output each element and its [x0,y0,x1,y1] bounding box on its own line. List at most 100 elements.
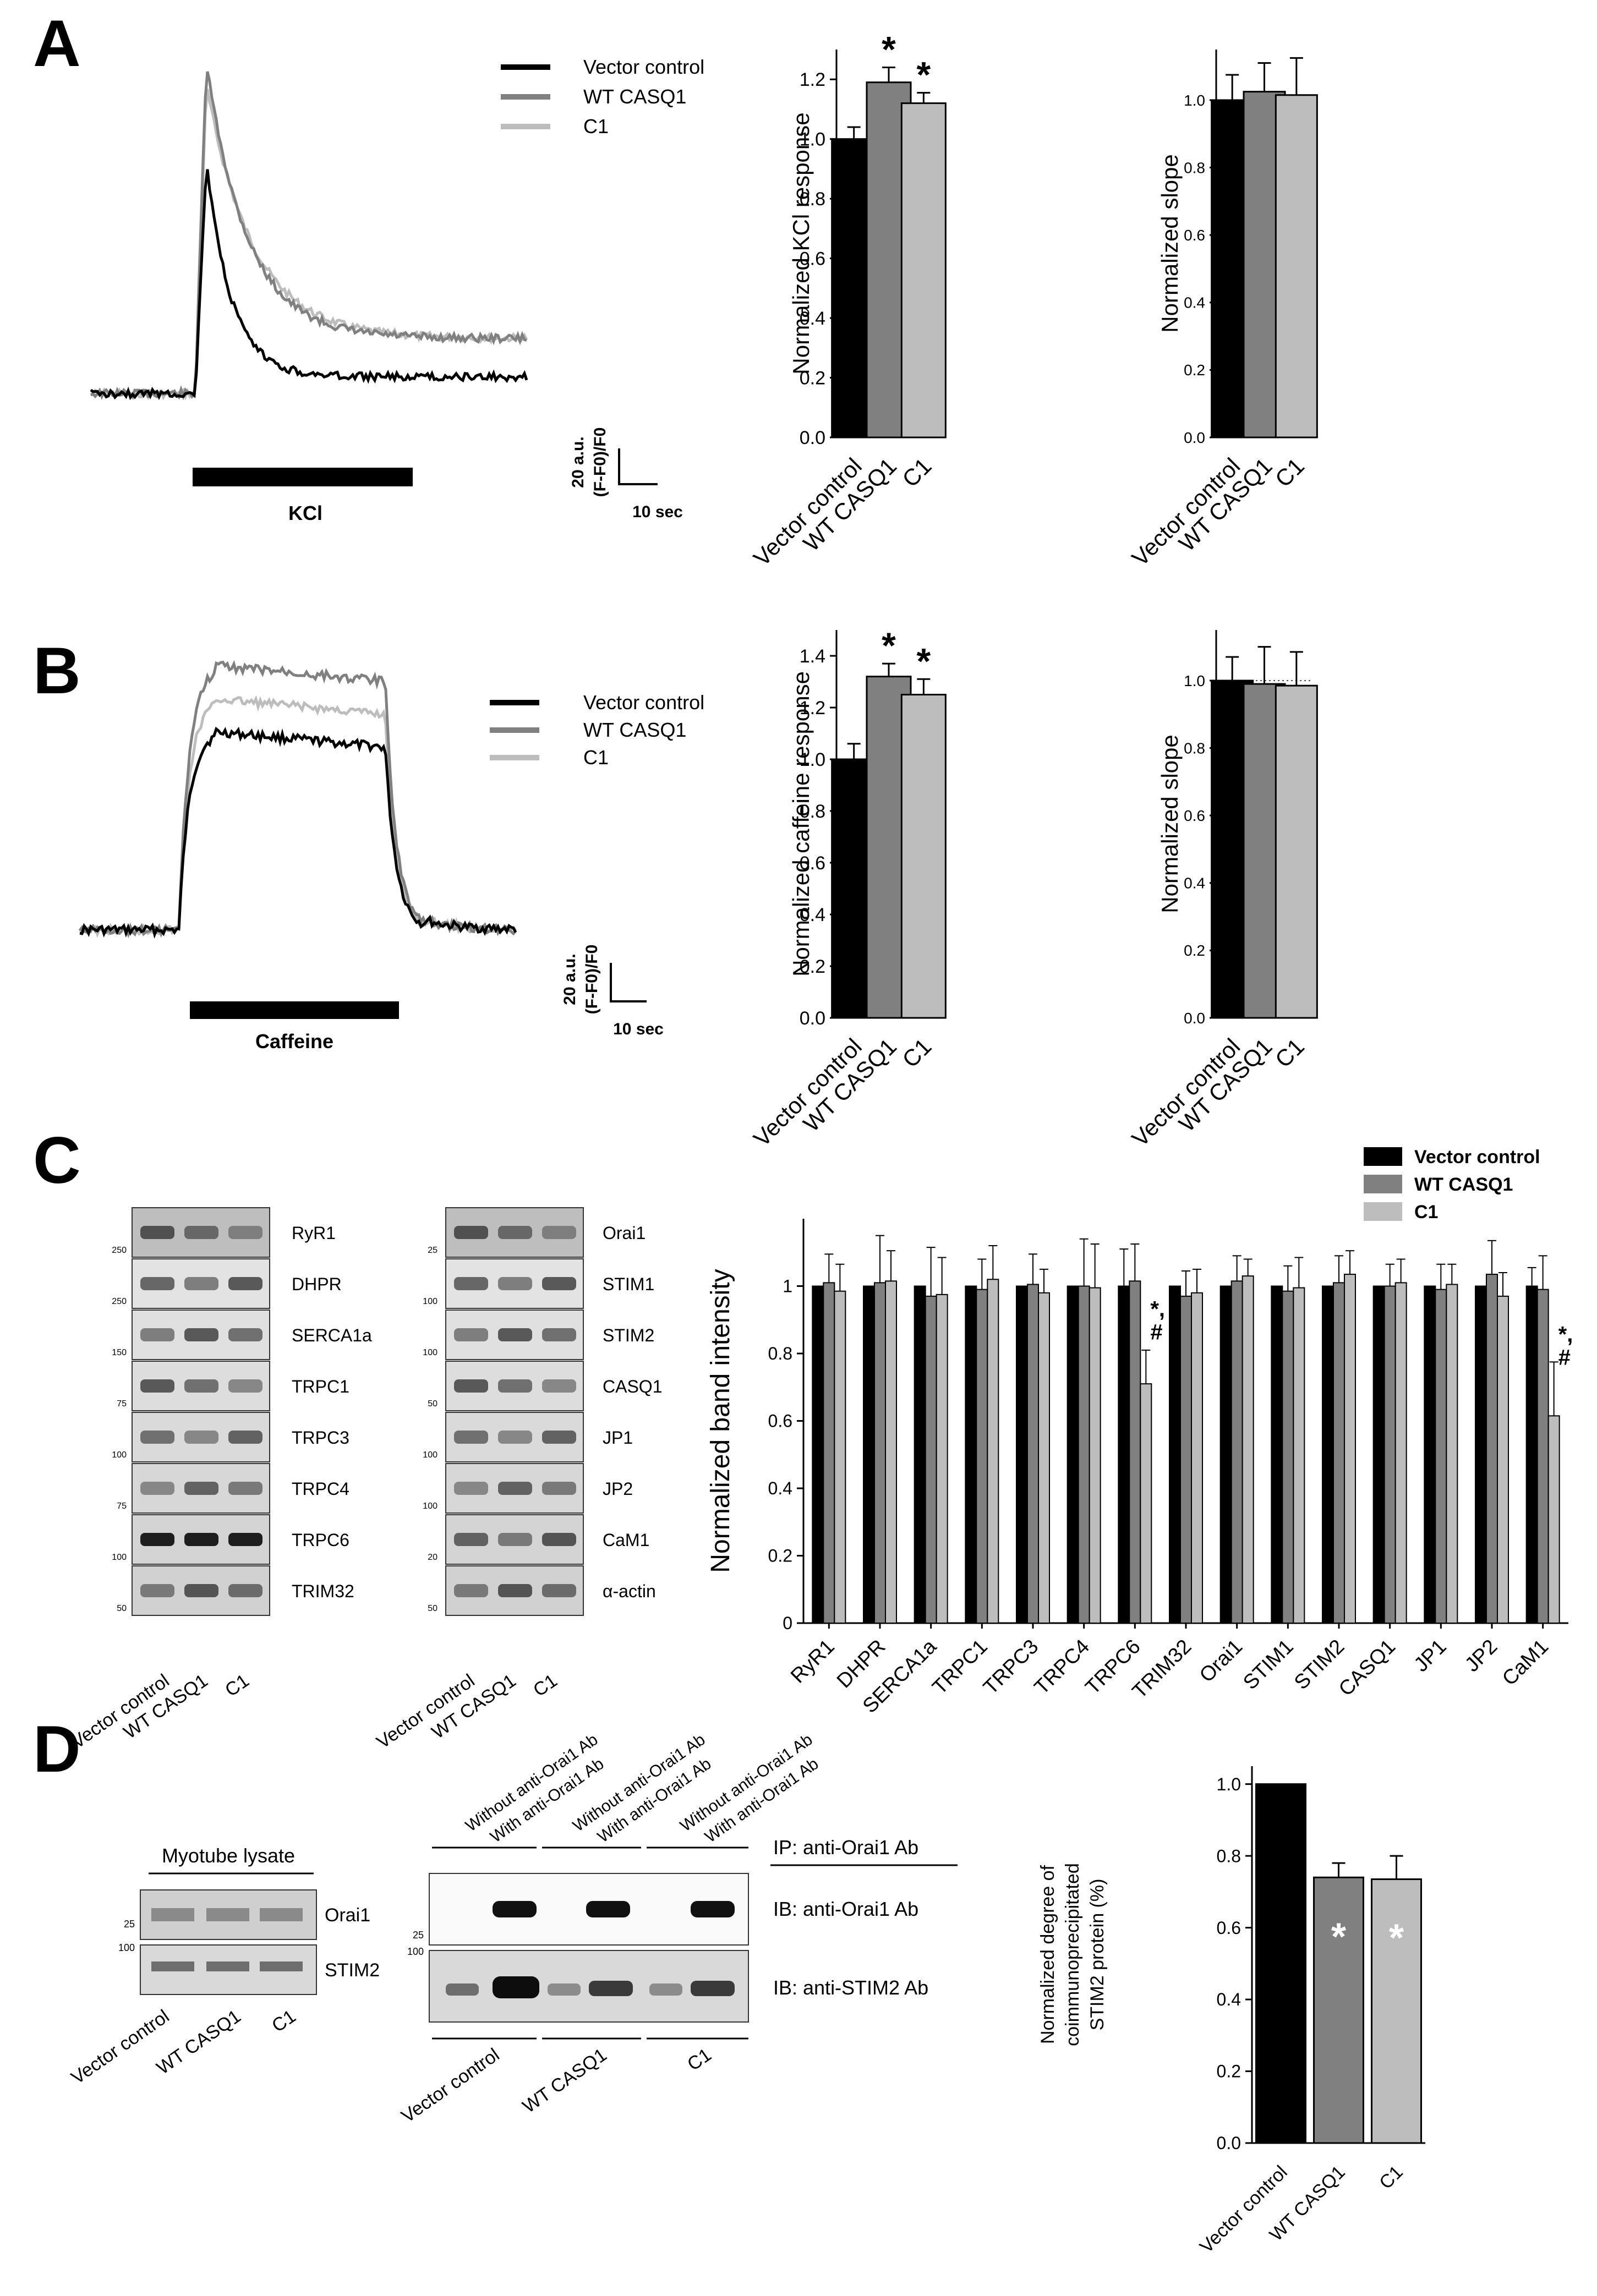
chart-a-kcl-response: 0.0 0.2 0.4 0.6 0.8 1.0 1.2 Normalized KCl resp… [748,29,947,571]
chart4-bar-jp1-vector-control [1424,1285,1436,1624]
chart4-bar-stim1-vector-control [1271,1285,1283,1624]
chart2-ytick-label: 1.2 [800,698,825,719]
chart4-ytick-label: 0.4 [768,1478,792,1498]
legend-b: Vector control WT CASQ1 C1 [490,691,704,769]
coip-orai1-band-2 [586,1901,630,1917]
legend-a-c1: C1 [583,115,609,138]
chart1-ylabel: Normalized slope [1157,154,1183,332]
lysate-orai1-band-1 [151,1908,194,1921]
western-blots-c: RyR1 250 DHPR 250 SERCA1a 150 TRPC1 75 TRPC3 100 T… [112,1207,662,1616]
chart4-xtick-label-cam1: CaM1 [1497,1635,1552,1690]
legend-b-wt: WT CASQ1 [583,719,686,741]
blot-left-trpc3-band-3 [228,1431,262,1444]
chart4-bar-dhpr-vector-control [863,1285,875,1624]
chart1-ytick-label: 0.0 [1184,429,1205,446]
kcl-label: KCl [288,502,322,524]
lysate-mw-2: 100 [118,1942,135,1953]
blot-left-trim32-band-2 [184,1584,218,1597]
blot-mw-right-8: 50 [428,1604,437,1613]
chart3-ytick-label: 0.6 [1184,807,1205,824]
blot-right-jp1-band-2 [498,1431,532,1444]
chart2-xtick-label-c1: C1 [897,1033,936,1072]
chart4-xtick-label-trpc4: TRPC4 [1030,1635,1093,1698]
coip-stim2-band-1 [446,1983,479,1996]
chart2-bar-c1 [900,694,947,1019]
blot-label-cam1: CaM1 [603,1530,649,1550]
coip-stim2-band-2 [493,1976,539,1998]
lysate-orai1-band-2 [206,1908,249,1921]
blot-left-trpc6-band-1 [140,1533,174,1546]
chart4-bar-stim2-wt-casq1 [1333,1282,1345,1624]
panel-label-b: B [33,634,81,708]
scale-bar-b [610,963,647,1002]
blot-right-jp2-band-3 [542,1482,576,1495]
blot-left-dhpr-band-2 [184,1277,218,1290]
chart4-bar-trim32-vector-control [1169,1285,1181,1624]
chart4-bar-trpc1-vector-control [965,1285,977,1624]
blot-left-trpc1-band-2 [184,1379,218,1393]
blot-left-trim32-band-3 [228,1584,262,1597]
coip-lane-c1: C1 [683,2044,715,2075]
legend-c: Vector control WT CASQ1 C1 [1364,1147,1540,1223]
blot-right-casq1-band-1 [454,1379,488,1393]
chart4-xtick-label-jp1: JP1 [1409,1635,1451,1676]
chart4-bar-cam1-wt-casq1 [1536,1289,1549,1624]
chart4-xtick-label-ryr1: RyR1 [786,1635,839,1687]
blot-mw-left-7: 100 [112,1553,127,1562]
blot-left-trpc1-band-3 [228,1379,262,1393]
blot-left-trpc1-band-1 [140,1379,174,1393]
chart4-ytick-label: 0.8 [768,1344,792,1363]
chart4-bar-stim2-c1 [1344,1274,1356,1624]
blot-label-dhpr: DHPR [292,1274,342,1294]
coip-lane-vector: Vector control [397,2044,503,2127]
trace-b-vector-control [79,726,517,939]
chart-c-band-intensity: 0 0.2 0.4 0.6 0.8 1 Normalized band intensity R… [706,1219,1573,1717]
panel-label-a: A [33,7,81,80]
chart4-xtick-label-stim1: STIM1 [1238,1635,1298,1694]
blot-right-jp2-band-2 [498,1482,532,1495]
legend-a-wt: WT CASQ1 [583,85,686,108]
chart4-bar-cam1-vector-control [1525,1285,1538,1624]
legend-c-c1: C1 [1414,1202,1438,1223]
blot-label-jp1: JP1 [603,1428,633,1448]
scale-a-x: 10 sec [632,503,683,521]
blot-label-stim2: STIM2 [603,1325,654,1345]
chart4-ytick-label: 1 [783,1276,792,1296]
chart3-ytick-label: 1.0 [1184,672,1205,689]
chart5-ytick-label: 0.8 [1217,1846,1241,1866]
scale-a-y-unit: (F-F0)/F0 [591,428,609,497]
blot-right-stim2-band-1 [454,1328,488,1341]
lysate-title: Myotube lysate [162,1844,295,1867]
blot-right-stim1-band-3 [542,1277,576,1290]
chart4-bar-stim2-vector-control [1322,1285,1334,1624]
chart4-bar-trpc1-wt-casq1 [976,1289,988,1624]
chart5-significance-wt-casq1: * [1331,1915,1347,1958]
lysate-blot-d: Myotube lysate Orai1 STIM2 25 100 Vector… [67,1844,380,2089]
blot-right-casq1-band-3 [542,1379,576,1393]
chart4-ytick-label: 0 [783,1613,792,1633]
blot-left-trpc4-band-2 [184,1482,218,1495]
blot-right-actin-band-3 [542,1584,576,1597]
chart4-bar-trim32-wt-casq1 [1180,1295,1192,1624]
chart0-ytick-label: 1.2 [800,69,825,90]
ib-orai1-label: IB: anti-Orai1 Ab [773,1898,918,1920]
chart0-significance-c1: * [916,54,931,95]
legend-c-swatch-vector [1364,1147,1402,1166]
scale-a-y: 20 a.u. [569,436,587,487]
chart0-ylabel: Normalized KCl response [788,112,814,374]
chart2-ytick-label: 0.0 [800,1008,825,1029]
blot-label-actin: α-actin [603,1581,656,1601]
blot-left-dhpr-band-1 [140,1277,174,1290]
blot-right-cam1-band-1 [454,1533,488,1546]
blot-label-jp2: JP2 [603,1479,633,1499]
blot-mw-right-2: 100 [423,1297,437,1306]
chart3-xtick-label-c1: C1 [1270,1033,1309,1072]
blot-mw-right-7: 20 [428,1553,437,1562]
chart3-ytick-label: 0.4 [1184,875,1205,892]
chart5-ytick-label: 0.0 [1217,2133,1241,2153]
blot-right-stim1-band-2 [498,1277,532,1290]
blot-left-serca1a-band-1 [140,1328,174,1341]
